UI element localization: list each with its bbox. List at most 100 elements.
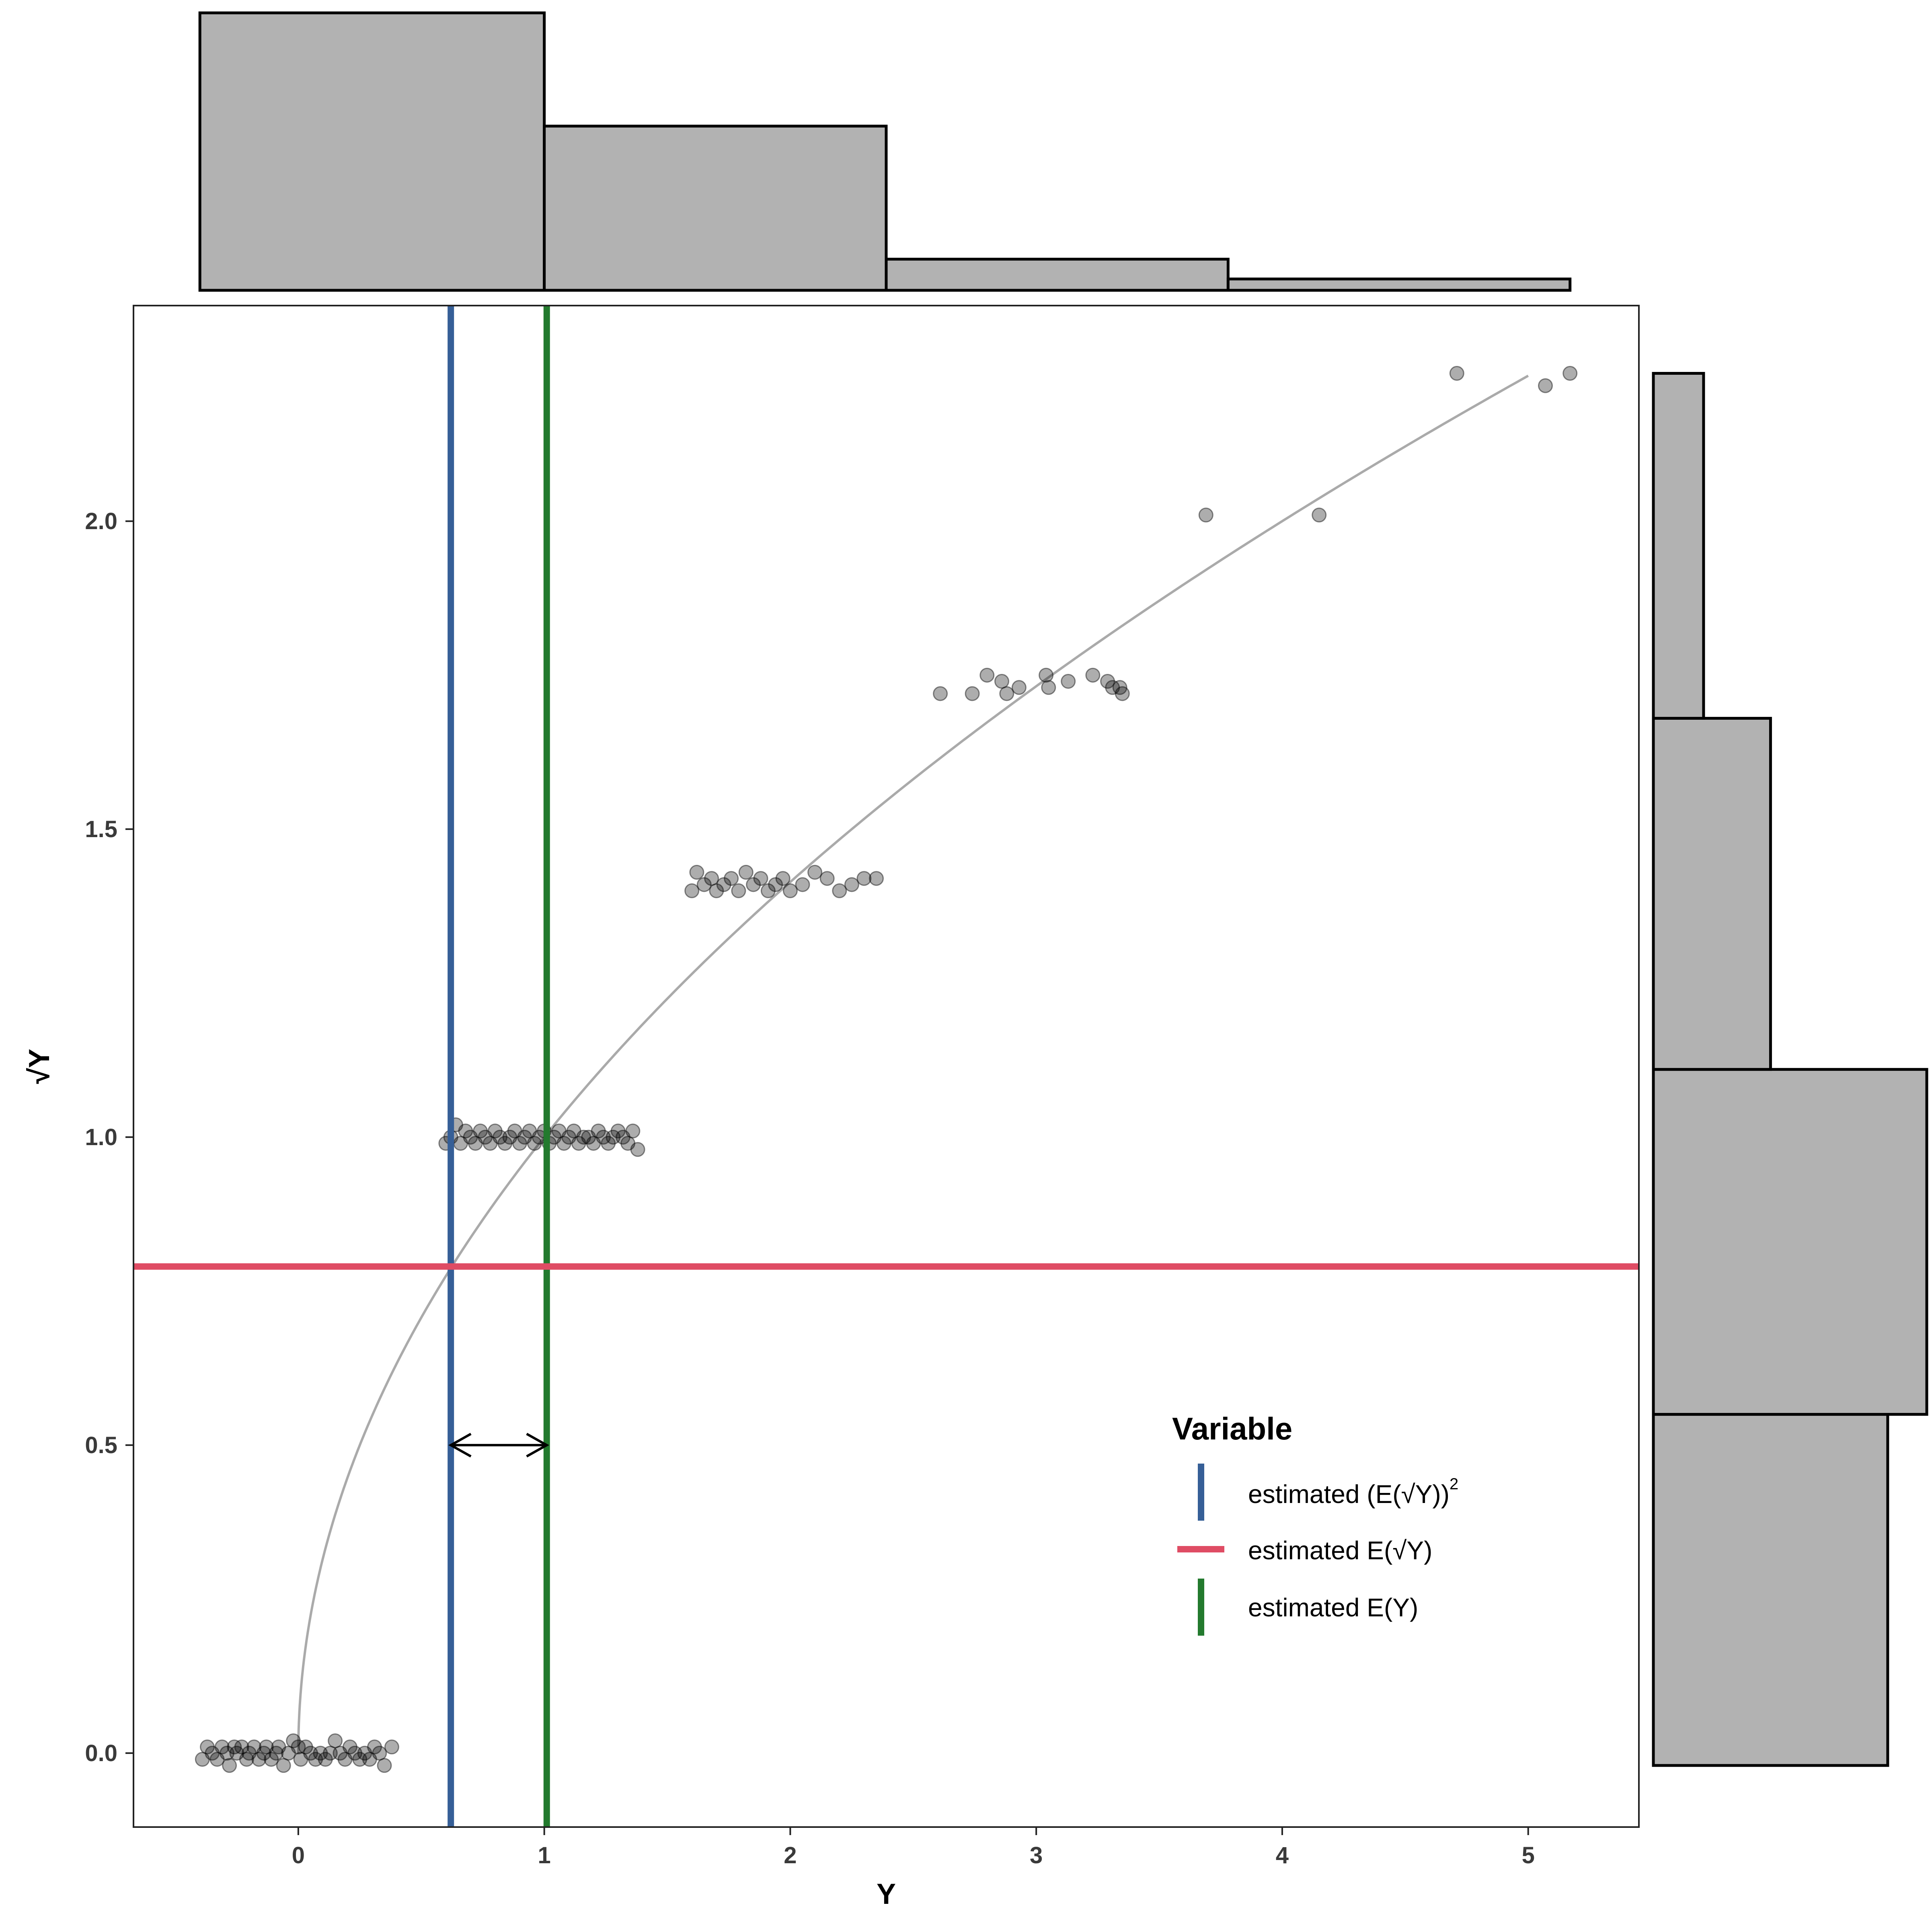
data-point <box>596 1129 611 1145</box>
data-point <box>468 1136 483 1151</box>
data-point <box>322 1745 338 1761</box>
data-point <box>601 1136 616 1151</box>
data-point <box>493 1129 507 1145</box>
data-point <box>1449 366 1464 381</box>
data-point <box>281 1745 296 1761</box>
y-tick-label: 0.0 <box>85 1740 117 1766</box>
x-tick-label: 1 <box>538 1842 551 1868</box>
legend-label-blue-prefix: estimated <box>1248 1480 1367 1509</box>
data-point <box>684 883 700 898</box>
data-point <box>487 1123 503 1139</box>
data-point <box>795 877 810 892</box>
data-point <box>709 883 724 898</box>
data-point <box>298 1739 313 1755</box>
data-point <box>478 1129 493 1145</box>
data-point <box>347 1745 363 1761</box>
data-point <box>965 686 980 701</box>
data-point <box>979 667 995 683</box>
data-point <box>229 1745 244 1761</box>
data-point <box>372 1745 387 1761</box>
data-point <box>227 1739 242 1755</box>
data-point <box>1312 507 1327 523</box>
data-point <box>337 1752 353 1767</box>
y-tick-label: 1.0 <box>85 1124 117 1150</box>
data-point <box>625 1123 641 1139</box>
data-point <box>222 1758 237 1773</box>
data-point <box>1538 378 1553 393</box>
data-point <box>200 1739 215 1755</box>
right-hist-bar <box>1652 1413 1889 1767</box>
data-point <box>807 864 823 880</box>
data-point <box>999 686 1014 701</box>
data-point <box>561 1129 577 1145</box>
y-tick-label: 0.5 <box>85 1432 117 1458</box>
data-point <box>507 1123 522 1139</box>
x-tick-label: 0 <box>292 1842 305 1868</box>
data-point <box>367 1739 382 1755</box>
legend-label-blue-sup: 2 <box>1450 1475 1458 1493</box>
data-point <box>259 1739 274 1755</box>
legend-title: Variable <box>1172 1411 1292 1446</box>
data-point <box>1112 680 1127 695</box>
data-point <box>269 1745 284 1761</box>
sqrt-curve <box>297 374 1529 1753</box>
legend-label-red: estimated E(√Y) <box>1248 1536 1432 1565</box>
data-point <box>384 1739 399 1755</box>
data-point <box>556 1136 572 1151</box>
data-point <box>630 1142 645 1157</box>
data-point <box>746 877 761 892</box>
data-point <box>512 1136 527 1151</box>
data-point <box>522 1123 537 1139</box>
data-point <box>242 1745 257 1761</box>
data-point <box>271 1739 286 1755</box>
data-point <box>313 1745 328 1761</box>
legend-label-green: estimated E(Y) <box>1248 1593 1418 1622</box>
data-point <box>606 1129 621 1145</box>
data-point <box>775 871 790 886</box>
data-point <box>195 1752 210 1767</box>
data-point <box>586 1136 601 1151</box>
data-point <box>291 1739 306 1755</box>
points-layer <box>195 366 1578 1773</box>
data-point <box>458 1123 473 1139</box>
data-point <box>933 686 948 701</box>
data-point <box>615 1129 630 1145</box>
right-hist-bar <box>1652 717 1772 1071</box>
data-point <box>357 1745 372 1761</box>
data-point <box>704 871 719 886</box>
panel-background <box>133 306 1639 1827</box>
right-hist-bar <box>1652 1068 1928 1416</box>
arrow-head-left <box>448 1433 472 1458</box>
y-tick-label: 1.5 <box>85 816 117 842</box>
data-point <box>1100 674 1115 689</box>
data-point <box>220 1745 234 1761</box>
data-point <box>251 1752 267 1767</box>
data-point <box>333 1745 348 1761</box>
data-point <box>844 877 859 892</box>
plot-panel <box>133 305 1640 1828</box>
data-point <box>819 871 835 886</box>
data-point <box>209 1752 225 1767</box>
data-point <box>517 1129 532 1145</box>
legend-label-red-prefix: estimated <box>1248 1536 1367 1565</box>
data-point <box>214 1739 230 1755</box>
data-point <box>760 883 776 898</box>
y-axis: 0.0 0.5 1.0 1.5 2.0 <box>85 508 133 1766</box>
data-point <box>696 877 712 892</box>
data-point <box>1085 667 1101 683</box>
legend-item-green: estimated E(Y) <box>1198 1579 1418 1636</box>
x-tick-label: 2 <box>784 1842 797 1868</box>
data-point <box>377 1758 392 1773</box>
data-point <box>264 1752 279 1767</box>
data-point <box>994 674 1009 689</box>
data-point <box>318 1752 333 1767</box>
data-point <box>463 1129 478 1145</box>
data-point <box>246 1739 262 1755</box>
data-point <box>303 1745 318 1761</box>
top-hist-bar <box>885 258 1230 292</box>
top-hist-bar <box>543 125 888 292</box>
data-point <box>716 877 731 892</box>
data-point <box>566 1123 581 1139</box>
legend-label-green-prefix: estimated <box>1248 1593 1367 1622</box>
data-point <box>1115 686 1130 701</box>
